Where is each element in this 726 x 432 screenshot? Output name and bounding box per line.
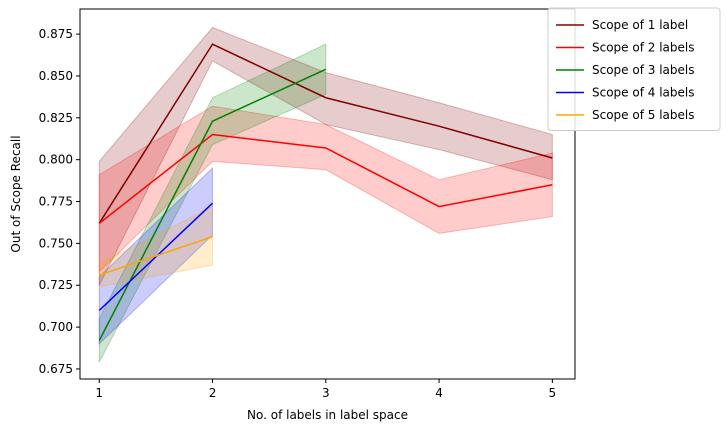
series-line-scope-of-2-labels <box>98 133 553 224</box>
y-tick-label: 0.700 <box>39 320 73 334</box>
band-scope-of-2-labels <box>98 105 553 274</box>
confidence-bands <box>98 26 553 363</box>
y-tick-label: 0.750 <box>39 236 73 250</box>
y-tick-label: 0.850 <box>39 69 73 83</box>
x-tick-label: 5 <box>549 386 557 400</box>
series-line-scope-of-3-labels <box>98 68 327 341</box>
x-tick-label: 2 <box>209 386 217 400</box>
y-tick-label: 0.800 <box>39 153 73 167</box>
y-axis-label: Out of Scope Recall <box>9 135 23 252</box>
band-scope-of-1-label <box>98 26 553 286</box>
plot-frame <box>79 8 576 380</box>
band-scope-of-3-labels <box>98 43 327 363</box>
y-tick-label: 0.725 <box>39 278 73 292</box>
x-axis-ticks: 1 2 3 4 5 <box>95 379 556 400</box>
band-scope-of-5-labels <box>98 205 214 288</box>
x-axis-label: No. of labels in label space <box>247 408 408 422</box>
legend-label-scope-of-4-labels: Scope of 4 labels <box>592 86 694 100</box>
legend-label-scope-of-3-labels: Scope of 3 labels <box>592 63 694 77</box>
y-tick-label: 0.875 <box>39 27 73 41</box>
legend: Scope of 1 label Scope of 2 labels Scope o… <box>547 7 721 131</box>
y-tick-label: 0.775 <box>39 195 73 209</box>
series-lines <box>98 43 553 341</box>
y-tick-label: 0.675 <box>39 362 73 376</box>
y-tick-label: 0.825 <box>39 111 73 125</box>
legend-box <box>547 7 721 131</box>
series-line-scope-of-4-labels <box>98 202 214 311</box>
legend-label-scope-of-5-labels: Scope of 5 labels <box>592 108 694 122</box>
legend-label-scope-of-2-labels: Scope of 2 labels <box>592 41 694 55</box>
series-line-scope-of-1-label <box>98 43 553 224</box>
x-tick-label: 4 <box>435 386 443 400</box>
series-line-scope-of-5-labels <box>99 235 213 276</box>
x-tick-label: 3 <box>322 386 330 400</box>
x-tick-label: 1 <box>95 386 103 400</box>
legend-label-scope-of-1-label: Scope of 1 label <box>592 18 688 32</box>
y-axis-ticks: 0.675 0.700 0.725 0.750 0.775 0.800 0.825 0.850… <box>39 27 80 376</box>
